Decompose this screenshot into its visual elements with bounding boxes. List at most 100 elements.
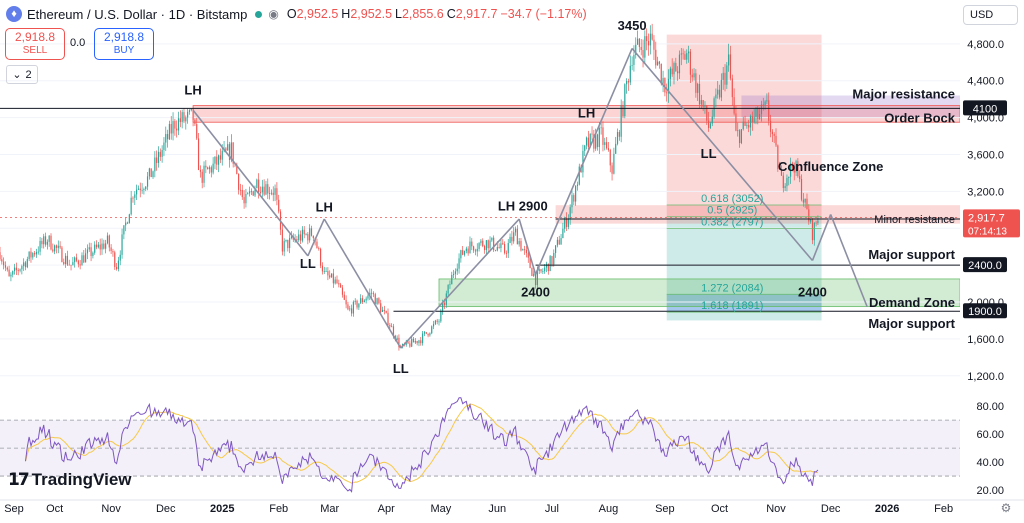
candle-body (626, 81, 628, 85)
trend-arrow (323, 218, 402, 349)
candle-body (181, 112, 183, 123)
candle-body (677, 71, 679, 74)
candle-body (12, 271, 14, 275)
chart-header: ♦ Ethereum / U.S. Dollar · 1D · Bitstamp… (0, 0, 960, 28)
trend-arrow (829, 214, 868, 307)
candle-body (172, 121, 174, 134)
candle-body (534, 273, 537, 286)
ohlc-low-key: L (395, 7, 402, 21)
tradingview-mark-icon: 𝟭𝟳 (8, 470, 30, 489)
candle-body (336, 279, 338, 284)
candle-body (542, 271, 544, 272)
candle-body (640, 46, 642, 51)
candle-body (157, 151, 160, 163)
candle-body (301, 229, 303, 241)
candle-body (653, 39, 655, 50)
candle-body (188, 110, 191, 112)
candle-body (731, 78, 733, 98)
candle-body (524, 249, 526, 251)
candle-body (753, 116, 755, 123)
price-level-tag (963, 303, 1007, 319)
candle-body (536, 271, 538, 286)
ohlc-close-value: 2,917.7 (455, 7, 498, 21)
candle-body (511, 236, 513, 242)
candle-body (565, 218, 568, 227)
currency-select[interactable]: USD (963, 5, 1018, 25)
candle-body (695, 73, 697, 93)
trend-arrow (400, 218, 520, 349)
candle-body (483, 246, 486, 251)
candle-body (456, 268, 458, 272)
candle-body (305, 234, 307, 235)
candle-body (15, 267, 17, 271)
price-level-tag-text: 1900.0 (968, 306, 1002, 318)
candle-body (117, 260, 119, 270)
candle-body (587, 137, 589, 147)
candle-body (491, 237, 493, 241)
candle-body (418, 340, 420, 344)
candle-body (551, 256, 553, 265)
eye-icon[interactable]: ◉ (268, 7, 279, 21)
candle-body (460, 250, 462, 259)
candle-body (55, 245, 58, 248)
indicators-toggle[interactable]: ⌄ 2 (6, 65, 38, 84)
candle-body (8, 269, 10, 277)
candle-body (751, 116, 753, 123)
candle-body (686, 53, 688, 60)
price-level-tag (963, 257, 1007, 273)
candle-body (90, 247, 92, 256)
candle-body (276, 188, 278, 200)
candle-body (414, 341, 416, 343)
candle-body (350, 308, 353, 314)
candle-body (733, 97, 735, 114)
candle-body (250, 191, 252, 193)
candle-body (788, 176, 790, 178)
candle-body (569, 207, 571, 219)
candle-body (163, 142, 165, 150)
candle-body (689, 51, 691, 75)
candle-body (434, 320, 436, 324)
sell-button[interactable]: 2,918.8 SELL (5, 28, 65, 60)
candle-body (786, 177, 788, 187)
candle-body (110, 247, 112, 251)
candle-body (760, 104, 763, 115)
candle-body (247, 193, 249, 195)
candle-body (429, 333, 431, 336)
candle-body (784, 186, 786, 188)
candle-body (529, 257, 531, 269)
candle-body (744, 121, 746, 126)
candle-body (476, 248, 478, 252)
candle-body (514, 228, 517, 233)
candle-body (13, 267, 16, 272)
candle-body (636, 38, 639, 45)
candle-body (248, 191, 251, 194)
candle-body (646, 36, 648, 42)
candle-body (361, 298, 364, 303)
candle-body (525, 250, 528, 254)
candle-body (806, 198, 808, 210)
candle-body (687, 51, 690, 54)
symbol-title[interactable]: Ethereum / U.S. Dollar · 1D · Bitstamp (27, 6, 248, 22)
trend-arrow (518, 218, 537, 275)
candle-body (340, 284, 342, 288)
candle-body (720, 79, 722, 98)
candle-body (166, 134, 169, 140)
candle-body (265, 184, 267, 195)
currency-label: USD (970, 9, 994, 21)
candle-body (555, 245, 557, 253)
candle-body (398, 337, 400, 348)
candle-body (176, 128, 178, 131)
candle-body (729, 54, 732, 79)
candle-body (221, 150, 223, 160)
buy-button[interactable]: 2,918.8 BUY (94, 28, 154, 60)
candle-body (591, 133, 593, 135)
candle-body (496, 247, 498, 251)
candle-body (214, 156, 216, 164)
candle-body (463, 251, 466, 255)
candle-body (321, 265, 324, 272)
candle-body (256, 179, 258, 189)
candle-body (706, 105, 708, 121)
candle-body (114, 252, 116, 267)
candle-body (562, 228, 564, 239)
